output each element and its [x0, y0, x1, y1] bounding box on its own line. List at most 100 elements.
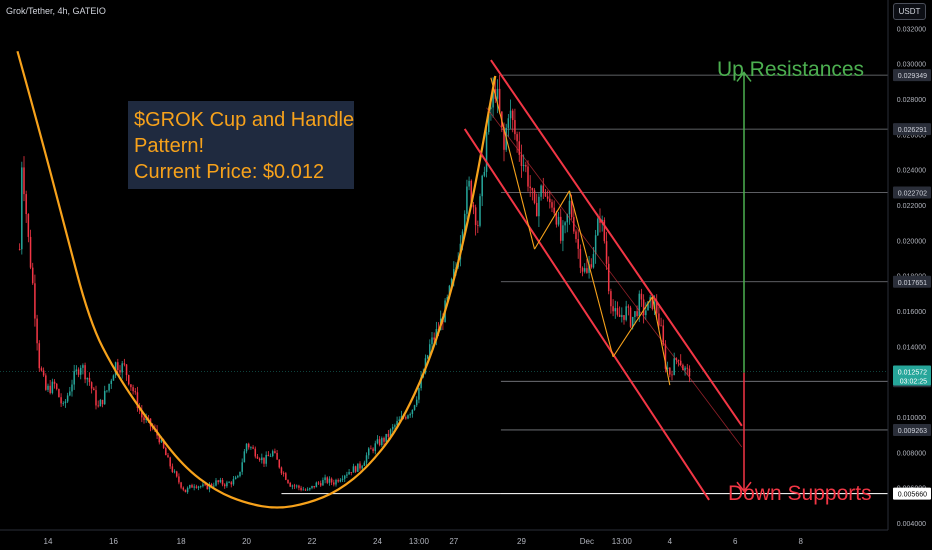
- x-tick-label: 14: [44, 537, 53, 546]
- candle-body: [330, 478, 333, 483]
- candle-body: [662, 325, 665, 345]
- candle-body: [182, 487, 185, 490]
- candle-body: [477, 225, 479, 226]
- level-tag-bg: [893, 69, 931, 82]
- pattern-note: $GROK Cup and Handle Pattern! Current Pr…: [128, 101, 354, 189]
- candle-body: [256, 456, 259, 459]
- candle-body: [232, 479, 235, 485]
- candle-body: [313, 485, 315, 488]
- candle-body: [363, 462, 366, 466]
- candle-body: [167, 455, 169, 458]
- candle-body: [376, 439, 379, 444]
- candle-body: [603, 219, 606, 242]
- candle-body: [25, 194, 27, 215]
- x-tick-label: 13:00: [409, 537, 430, 546]
- candle-body: [612, 306, 614, 312]
- y-tick-label: 0.004000: [897, 521, 926, 528]
- candle-body: [450, 278, 453, 286]
- candle-body: [607, 263, 610, 292]
- candle-body: [160, 439, 163, 443]
- candle-body: [189, 485, 191, 488]
- x-tick-label: 20: [242, 537, 251, 546]
- note-line-2: Pattern!: [134, 135, 205, 157]
- y-tick-label: 0.008000: [897, 450, 926, 457]
- candle-body: [31, 267, 34, 284]
- up-resistances-label: Up Resistances: [717, 58, 865, 81]
- candle-body: [241, 462, 243, 472]
- y-tick-label: 0.010000: [897, 415, 926, 422]
- level-tag-label: 0.017651: [898, 280, 927, 287]
- candle-body: [577, 239, 579, 249]
- candle-body: [415, 399, 418, 406]
- candle-body: [409, 413, 411, 416]
- candle-body: [568, 200, 571, 215]
- candle-body: [117, 362, 119, 371]
- candle-body: [357, 463, 359, 472]
- candle-body: [291, 485, 294, 487]
- candle-body: [673, 358, 675, 375]
- currency-button[interactable]: USDT: [893, 3, 926, 20]
- candle-body: [71, 384, 73, 392]
- candle-body: [130, 384, 132, 388]
- candle-body: [99, 399, 102, 407]
- candle-body: [162, 439, 165, 449]
- candle-body: [210, 484, 213, 486]
- candle-body: [481, 175, 483, 197]
- candle-body: [199, 486, 202, 488]
- candle-body: [36, 318, 38, 344]
- candle-body: [267, 454, 270, 457]
- candle-body: [490, 107, 492, 110]
- candle-body: [468, 180, 470, 187]
- x-tick-label: 18: [177, 537, 186, 546]
- candle-body: [302, 489, 305, 491]
- candle-body: [669, 367, 671, 375]
- candle-body: [675, 358, 678, 361]
- candle-body: [527, 166, 529, 187]
- candle-body: [285, 473, 287, 480]
- candle-body: [265, 454, 267, 464]
- y-tick-label: 0.024000: [897, 168, 926, 175]
- level-tag-label: 0.009263: [898, 428, 927, 435]
- candle-body: [370, 448, 372, 450]
- candle-body: [346, 474, 348, 476]
- candle-body: [298, 485, 300, 488]
- candle-body: [47, 385, 49, 390]
- candle-body: [169, 457, 171, 467]
- candle-body: [625, 306, 627, 320]
- candle-body: [278, 459, 281, 468]
- candle-body: [245, 443, 248, 452]
- candle-body: [341, 478, 344, 480]
- candle-body: [664, 344, 667, 369]
- candle-body: [287, 479, 289, 483]
- candle-body: [463, 213, 466, 232]
- countdown-label: 03:02:25: [900, 378, 927, 385]
- candle-body: [391, 426, 394, 430]
- candle-body: [503, 127, 505, 150]
- candle-body: [546, 196, 549, 199]
- candle-body: [53, 381, 56, 384]
- candle-body: [522, 165, 525, 167]
- candle-body: [354, 466, 357, 472]
- candle-body: [433, 337, 435, 340]
- candle-body: [228, 482, 230, 484]
- candle-body: [108, 383, 110, 391]
- candle-body: [407, 415, 409, 419]
- candle-body: [684, 367, 686, 371]
- candle-body: [317, 482, 320, 484]
- candle-body: [66, 395, 69, 402]
- candle-body: [269, 456, 272, 457]
- candle-body: [636, 311, 638, 317]
- candle-body: [485, 132, 488, 172]
- candle-body: [529, 186, 531, 189]
- candle-body: [180, 482, 182, 488]
- candle-body: [106, 390, 108, 392]
- candle-body: [638, 293, 641, 317]
- candle-body: [655, 301, 658, 314]
- zigzag-segment: [612, 296, 653, 358]
- candle-body: [645, 310, 647, 316]
- candle-body: [239, 471, 241, 477]
- candle-body: [73, 371, 75, 385]
- candle-body: [367, 448, 370, 456]
- candle-body: [588, 264, 590, 273]
